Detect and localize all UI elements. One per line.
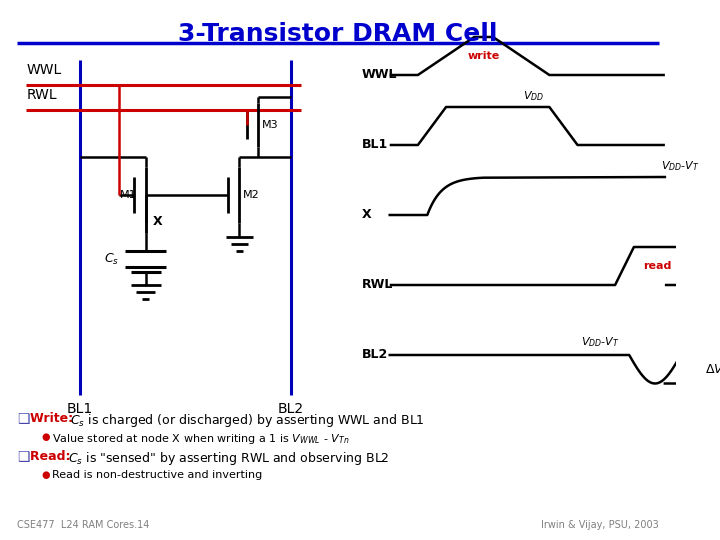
Text: RWL: RWL [27, 88, 57, 102]
Text: BL1: BL1 [67, 402, 93, 416]
Text: read: read [643, 261, 672, 271]
Text: M1: M1 [120, 190, 136, 200]
Text: Write:: Write: [30, 412, 78, 425]
Text: X: X [153, 215, 163, 228]
Text: Value stored at node X when writing a 1 is $V_{WWL}$ - $V_{Tn}$: Value stored at node X when writing a 1 … [52, 432, 349, 446]
Text: BL2: BL2 [361, 348, 388, 361]
Text: $C_s$ is charged (or discharged) by asserting WWL and BL1: $C_s$ is charged (or discharged) by asse… [71, 412, 425, 429]
Text: X: X [361, 208, 372, 221]
Text: $\Delta V$: $\Delta V$ [706, 363, 720, 376]
Text: $V_{DD}$: $V_{DD}$ [523, 89, 544, 103]
Text: 3-Transistor DRAM Cell: 3-Transistor DRAM Cell [179, 22, 498, 46]
Text: WWL: WWL [27, 63, 61, 77]
Text: Read:: Read: [30, 450, 75, 463]
Text: M3: M3 [262, 120, 279, 130]
Text: BL2: BL2 [278, 402, 304, 416]
Text: BL1: BL1 [361, 138, 388, 152]
Text: ●: ● [41, 432, 50, 442]
Text: $C_s$: $C_s$ [104, 252, 120, 267]
Text: $C_s$ is "sensed" by asserting RWL and observing BL2: $C_s$ is "sensed" by asserting RWL and o… [68, 450, 390, 467]
Text: RWL: RWL [361, 279, 393, 292]
Text: Irwin & Vijay, PSU, 2003: Irwin & Vijay, PSU, 2003 [541, 520, 660, 530]
Text: CSE477  L24 RAM Cores.14: CSE477 L24 RAM Cores.14 [17, 520, 149, 530]
Text: WWL: WWL [361, 69, 397, 82]
Text: Read is non-destructive and inverting: Read is non-destructive and inverting [52, 470, 262, 480]
Text: ●: ● [41, 470, 50, 480]
Text: $V_{DD}$-$V_T$: $V_{DD}$-$V_T$ [581, 335, 620, 349]
Text: $V_{DD}$-$V_T$: $V_{DD}$-$V_T$ [662, 159, 701, 173]
Text: ❑: ❑ [17, 412, 30, 426]
Text: write: write [467, 51, 500, 61]
Text: ❑: ❑ [17, 450, 30, 464]
Text: M2: M2 [243, 190, 260, 200]
